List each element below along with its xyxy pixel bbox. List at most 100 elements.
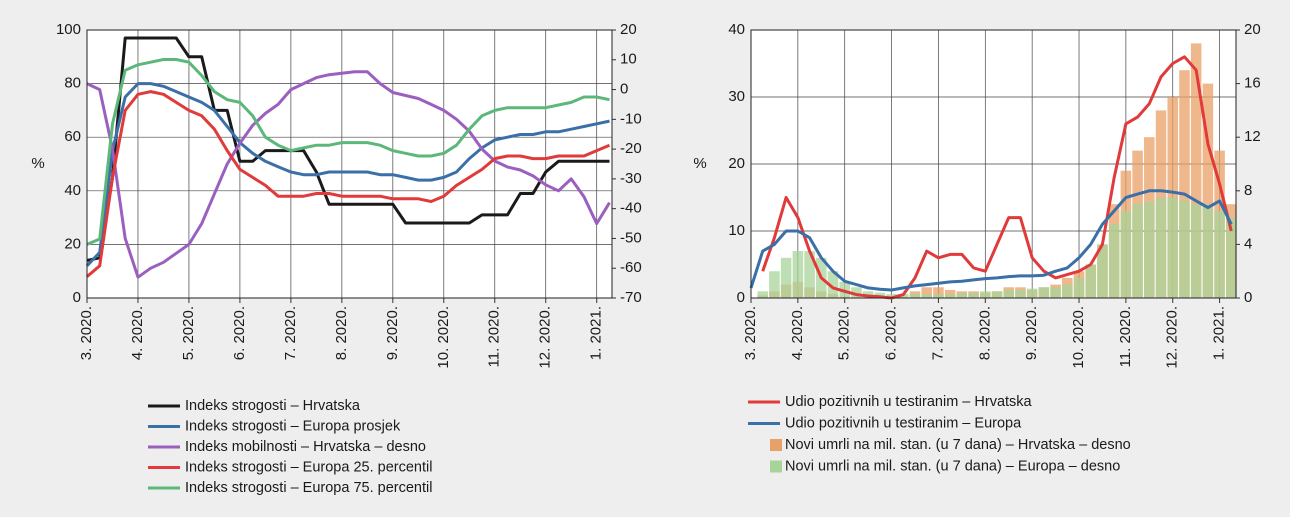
line	[86, 70, 611, 279]
bar	[1120, 210, 1132, 298]
bar	[827, 271, 839, 298]
x-tick-label: 4. 2020.	[129, 306, 146, 360]
line	[86, 36, 610, 262]
y2-tick-label: 20	[620, 21, 637, 38]
x-tick-label: 8. 2020.	[333, 306, 350, 360]
bar	[792, 251, 804, 298]
y2-tick-label: 12	[1244, 128, 1261, 145]
bar	[1015, 289, 1026, 298]
line	[85, 82, 610, 267]
line	[86, 58, 610, 246]
bar	[1179, 200, 1190, 298]
y2-tick-label: 10	[620, 51, 637, 68]
x-tick-label: 11. 2020.	[1117, 306, 1134, 367]
bar	[1179, 70, 1190, 298]
y-tick-label: 0	[73, 289, 81, 306]
y2-tick-label: 4	[1244, 235, 1252, 252]
legend-label: Novi umrli na mil. stan. (u 7 dana) – Eu…	[785, 458, 1120, 474]
bar	[921, 293, 932, 298]
x-tick-label: 9. 2020.	[384, 306, 401, 360]
plot-area	[87, 30, 612, 298]
line	[749, 189, 1233, 292]
bar	[1214, 210, 1225, 298]
y-tick-label: 20	[64, 235, 81, 252]
legend-label: Indeks strogosti – Hrvatska	[185, 398, 361, 414]
legend: Indeks strogosti – Hrvatska Indeks strogo…	[148, 398, 432, 496]
y-tick-label: 0	[737, 289, 745, 306]
line	[761, 55, 1233, 300]
bar	[944, 293, 956, 298]
y2-tick-label: -50	[620, 229, 642, 246]
bar	[1097, 244, 1108, 298]
bar	[1202, 204, 1214, 298]
bar	[933, 293, 944, 298]
legend: Udio pozitivnih u testiranim – Hrvatska U…	[748, 394, 1131, 474]
bar	[1050, 287, 1061, 298]
y2-tick-label: -20	[620, 140, 642, 157]
legend-swatch	[770, 460, 782, 473]
legend-swatch	[770, 439, 782, 451]
legend-label: Indeks strogosti – Europa 25. percentil	[185, 459, 432, 475]
y-tick-label: 30	[728, 88, 745, 105]
bar	[1085, 264, 1097, 298]
plot-frame	[86, 29, 613, 299]
x-tick-label: 7. 2020.	[282, 306, 299, 360]
bar	[968, 292, 979, 298]
x-tick-label: 1. 2021.	[1211, 306, 1228, 360]
x-tick-label: 1. 2021.	[588, 306, 605, 360]
bar	[1062, 284, 1073, 298]
x-tick-label: 4. 2020.	[789, 306, 806, 360]
x-tick-label: 12. 2020.	[1164, 306, 1181, 369]
legend-label: Indeks mobilnosti – Hrvatska – desno	[185, 439, 426, 455]
y-tick-label: 60	[64, 128, 81, 145]
y-tick-label: 80	[64, 75, 81, 92]
bar	[1144, 201, 1155, 298]
bar	[1190, 204, 1202, 298]
x-tick-label: 10. 2020.	[435, 306, 452, 369]
bar	[1026, 288, 1038, 298]
bar	[886, 293, 897, 298]
legend-label: Udio pozitivnih u testiranim – Hrvatska	[785, 394, 1033, 410]
y2-tick-label: -40	[620, 200, 642, 217]
x-tick-label: 10. 2020.	[1070, 306, 1087, 369]
y2-tick-label: 0	[620, 81, 628, 98]
bar	[1190, 43, 1202, 299]
bar	[804, 251, 815, 298]
bar	[851, 287, 862, 298]
y-tick-label: 10	[728, 222, 745, 239]
bar	[1226, 217, 1237, 298]
legend-label: Udio pozitivnih u testiranim – Europa	[785, 415, 1022, 431]
x-tick-label: 5. 2020.	[180, 306, 197, 360]
legend-label: Novi umrli na mil. stan. (u 7 dana) – Hr…	[785, 437, 1131, 453]
bar	[1202, 83, 1214, 298]
x-tick-label: 7. 2020.	[929, 306, 946, 360]
y-tick-label: 40	[64, 182, 81, 199]
bar	[909, 293, 921, 298]
x-tick-label: 8. 2020.	[976, 306, 993, 360]
x-tick-label: 12. 2020.	[537, 306, 554, 369]
bar	[1003, 289, 1015, 298]
bar	[780, 257, 792, 298]
line	[86, 90, 611, 278]
y2-tick-label: -70	[620, 289, 642, 306]
y-tick-label: 100	[56, 21, 81, 38]
y2-tick-label: 20	[1244, 21, 1261, 38]
y2-tick-label: 0	[1244, 289, 1252, 306]
y-tick-label: 20	[728, 155, 745, 172]
x-tick-label: 11. 2020.	[486, 306, 503, 367]
y-axis-label: %	[693, 155, 706, 172]
y2-tick-label: 8	[1244, 182, 1252, 199]
x-tick-label: 6. 2020.	[883, 306, 900, 360]
bar	[933, 287, 944, 298]
bar	[1132, 204, 1143, 298]
x-tick-label: 6. 2020.	[231, 306, 248, 360]
x-tick-label: 3. 2020.	[78, 306, 95, 360]
y2-tick-label: 16	[1244, 75, 1261, 92]
bar	[956, 292, 968, 298]
legend-label: Indeks strogosti – Europa 75. percentil	[185, 480, 432, 496]
bar	[1108, 224, 1120, 298]
x-tick-label: 9. 2020.	[1023, 306, 1040, 360]
bar	[769, 271, 780, 298]
x-tick-label: 3. 2020.	[742, 306, 759, 360]
